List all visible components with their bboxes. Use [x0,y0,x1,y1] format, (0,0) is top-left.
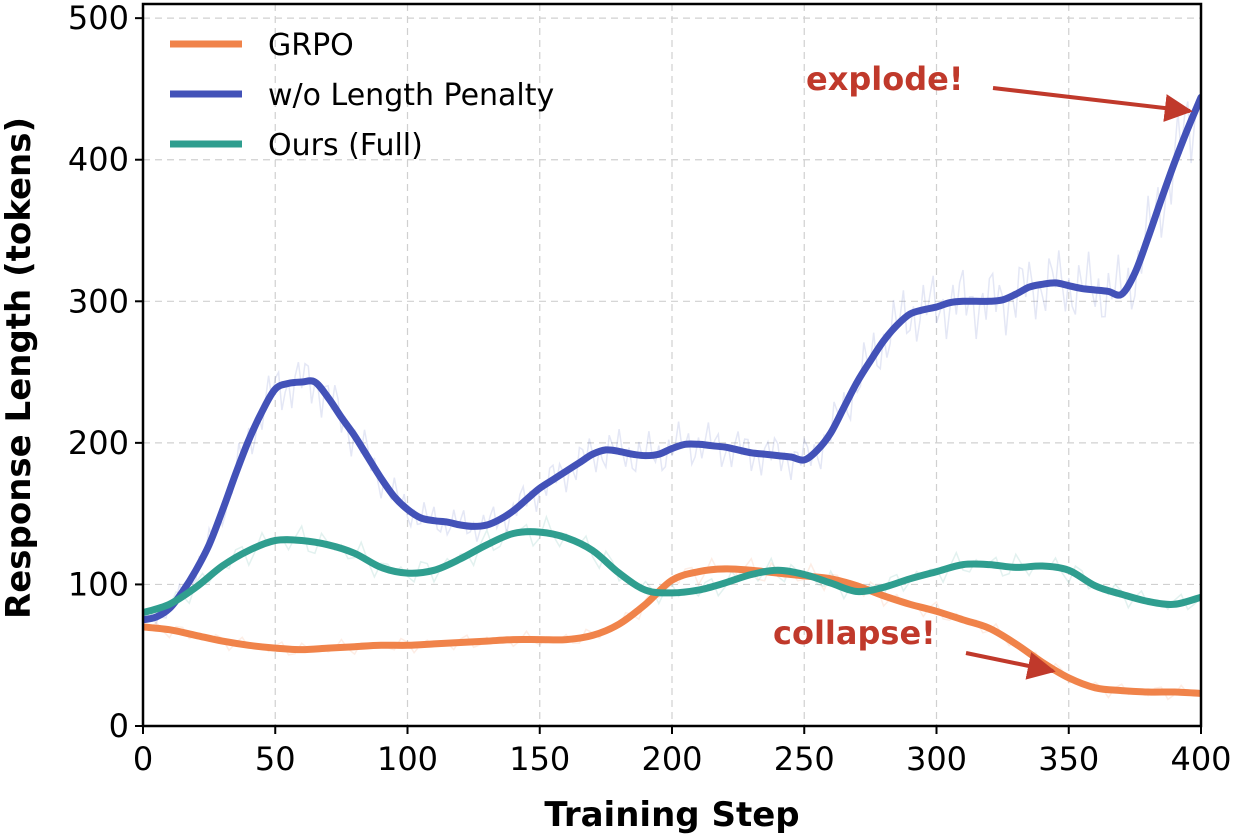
x-tick-label: 250 [774,740,835,778]
y-axis-ticks: 0 100 200 300 400 500 [68,0,143,745]
y-axis-title: Response Length (tokens) [0,117,39,619]
annotation-explode-arrow [992,86,1193,122]
legend: GRPO w/o Length Penalty Ours (Full) [170,28,554,163]
x-tick-label: 150 [509,740,570,778]
legend-label-grpo: GRPO [268,28,354,63]
y-tick-label: 400 [68,141,129,179]
x-axis-ticks: 0 50 100 150 200 250 300 350 400 [133,726,1232,778]
annotation-collapse: collapse! [773,614,936,652]
legend-label-ours-full: Ours (Full) [268,128,423,163]
y-tick-label: 200 [68,424,129,462]
x-tick-label: 350 [1038,740,1099,778]
legend-label-w-o-length-penalty: w/o Length Penalty [268,78,554,113]
x-tick-label: 50 [255,740,296,778]
series-line-grpo [143,565,1201,697]
x-tick-label: 100 [377,740,438,778]
x-tick-label: 300 [906,740,967,778]
y-tick-label: 0 [109,707,129,745]
x-axis-title: Training Step [544,795,799,835]
y-tick-label: 300 [68,282,129,320]
y-tick-label: 100 [68,565,129,603]
series-layer [143,93,1201,701]
y-tick-label: 500 [68,0,129,37]
x-tick-label: 0 [133,740,153,778]
series-line-w-o-length-penalty [143,93,1201,624]
annotation-explode: explode! [806,60,963,98]
grid-lines [143,4,1201,726]
x-tick-label: 200 [641,740,702,778]
annotation-collapse-arrow [965,651,1056,680]
x-tick-label: 400 [1170,740,1231,778]
series-line-ours-full [143,528,1201,617]
